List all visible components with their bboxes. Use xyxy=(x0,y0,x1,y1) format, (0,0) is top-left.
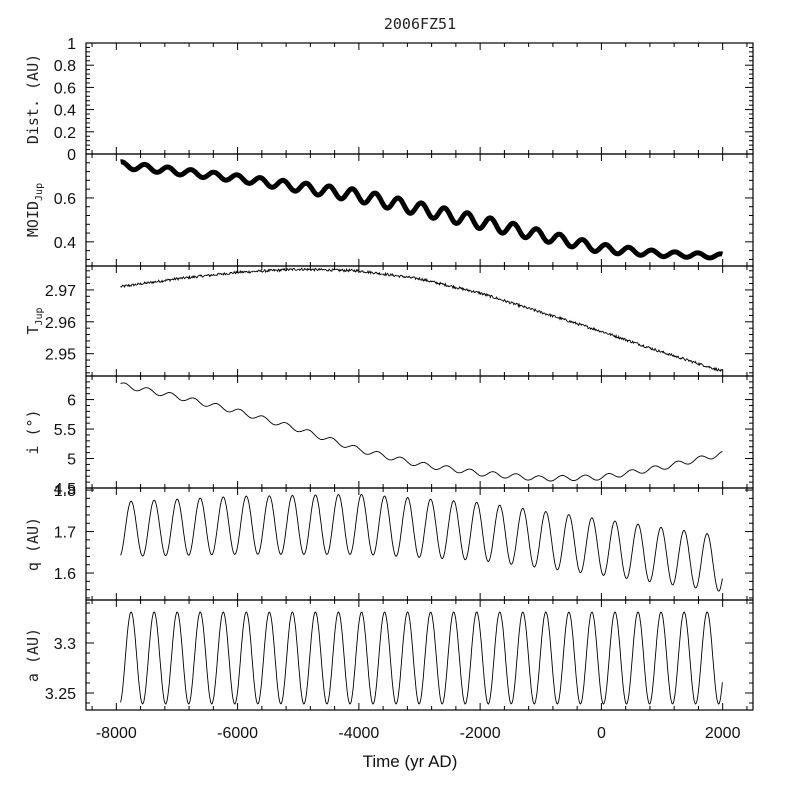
a-ylabel: a (AU) xyxy=(24,628,42,682)
x-tick-label: -2000 xyxy=(460,725,501,742)
x-tick-label: 2000 xyxy=(705,725,741,742)
y-tick-label: 0.4 xyxy=(54,235,76,252)
y-tick-label: 3.25 xyxy=(45,686,76,703)
panel-q-frame xyxy=(85,487,754,601)
moid-ylabel-sub: Jup xyxy=(34,183,45,201)
series-moid-line xyxy=(118,159,725,261)
i-ylabel: i (°) xyxy=(24,409,42,454)
tjup-ylabel-sub: Jup xyxy=(34,307,45,325)
chart-title: 2006FZ51 xyxy=(384,15,456,33)
panel-a-frame xyxy=(85,599,754,711)
dist-ylabel: Dist. (AU) xyxy=(24,54,42,144)
y-tick-label: 5.5 xyxy=(54,422,76,439)
series-a-line xyxy=(120,611,723,705)
y-tick-label: 6 xyxy=(67,393,76,410)
tjup-ylabel: TJup xyxy=(24,307,45,334)
x-tick-label: -8000 xyxy=(96,725,137,742)
x-tick-label: 0 xyxy=(597,725,606,742)
y-tick-label: 0.6 xyxy=(54,80,76,97)
y-tick-label: 5 xyxy=(67,452,76,469)
y-tick-label: 0.4 xyxy=(54,103,76,120)
y-tick-label: 0.2 xyxy=(54,125,76,142)
y-tick-label: 2.96 xyxy=(45,315,76,332)
y-tick-label: 2.95 xyxy=(45,347,76,364)
y-tick-label: 0 xyxy=(67,147,76,164)
series-incl-line xyxy=(120,382,723,482)
panel-dist-frame xyxy=(85,42,754,155)
chart-marks: -8000 -6000 -4000 -2000 0 2000 0 0.2 0.4 0.6 0.8 1 0… xyxy=(45,36,753,742)
series-q-line xyxy=(120,493,723,592)
y-tick-label: 1.6 xyxy=(54,566,76,583)
q-ylabel: q (AU) xyxy=(24,517,42,571)
tjup-ylabel-main: T xyxy=(24,326,42,335)
panel-i-frame xyxy=(85,375,754,489)
panel-tjup-frame xyxy=(85,265,754,377)
y-tick-label: 2.97 xyxy=(45,283,76,300)
series-tjup-line xyxy=(120,267,723,372)
x-axis-label: Time (yr AD) xyxy=(363,752,458,771)
moid-ylabel: MOIDJup xyxy=(24,183,45,237)
y-tick-label: 1.7 xyxy=(54,525,76,542)
x-tick-label: -6000 xyxy=(217,725,258,742)
y-tick-label: 0.6 xyxy=(54,191,76,208)
moid-ylabel-main: MOID xyxy=(24,201,42,237)
y-tick-label: 1 xyxy=(67,36,76,53)
y-tick-label: 3.3 xyxy=(54,636,76,653)
x-tick-label: -4000 xyxy=(338,725,379,742)
y-tick-label: 4.5 xyxy=(54,481,76,498)
y-tick-label: 0.8 xyxy=(54,58,76,75)
y-tick-label: 1.8 xyxy=(54,483,76,500)
